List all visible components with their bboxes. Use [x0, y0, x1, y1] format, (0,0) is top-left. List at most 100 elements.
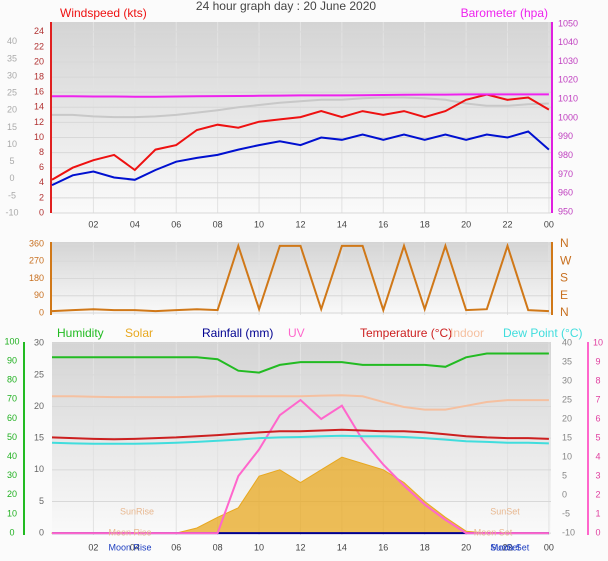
y-tick-label: 24 [34, 26, 44, 36]
x-tick-label: 08 [213, 542, 223, 552]
y-tick-label: -5 [562, 508, 570, 518]
y-tick-label: 1010 [558, 94, 578, 104]
line [51, 130, 550, 187]
y-tick-label: 15 [7, 122, 17, 132]
y-tick-label: 10 [34, 132, 44, 142]
y-tick-label: 0 [39, 527, 44, 537]
y-tick-label: 30 [7, 470, 17, 480]
x-tick-label: 00 [544, 219, 554, 229]
y-tick-label: 25 [562, 395, 572, 405]
line [52, 398, 549, 535]
annotation: Moon Set [491, 542, 530, 552]
y-tick-label: 7 [595, 394, 600, 404]
legend-label: Indoor [450, 326, 484, 340]
y-tick-label: 15 [562, 432, 572, 442]
y-tick-label: S [560, 271, 568, 285]
x-tick-label: 14 [337, 219, 347, 229]
y-tick-label: -10 [5, 207, 18, 217]
legend-label: Solar [125, 326, 153, 340]
line [52, 93, 549, 98]
y-tick-label: 35 [562, 357, 572, 367]
y-tick-label: 70 [7, 394, 17, 404]
y-tick-label: 25 [7, 88, 17, 98]
legend-label: Dew Point (°C) [503, 326, 582, 340]
y-tick-label: 0 [562, 489, 567, 499]
y-tick-label: 10 [593, 337, 603, 347]
legend-label: UV [288, 326, 305, 340]
y-tick-label: 5 [9, 156, 14, 166]
y-tick-label: 1050 [558, 18, 578, 28]
y-tick-label: 100 [4, 336, 19, 346]
y-tick-label: 40 [562, 338, 572, 348]
y-tick-label: 3 [595, 470, 600, 480]
y-tick-label: 270 [29, 256, 44, 266]
x-tick-label: 20 [461, 542, 471, 552]
y-tick-label: 25 [34, 369, 44, 379]
y-tick-label: 0 [39, 307, 44, 317]
y-tick-label: W [560, 253, 572, 267]
y-tick-label: 950 [558, 206, 573, 216]
x-tick-label: 18 [420, 542, 430, 552]
y-tick-label: 0 [9, 173, 14, 183]
y-tick-label: 1000 [558, 112, 578, 122]
y-tick-label: 180 [29, 273, 44, 283]
y-tick-label: 8 [595, 375, 600, 385]
annotation: Moon Set [474, 527, 513, 537]
y-tick-label: N [560, 236, 569, 250]
line [52, 96, 549, 119]
x-tick-label: 22 [503, 542, 513, 552]
y-tick-label: 40 [7, 451, 17, 461]
y-tick-label: 5 [595, 432, 600, 442]
y-tick-label: 20 [34, 401, 44, 411]
y-tick-label: 960 [558, 188, 573, 198]
line [51, 242, 549, 314]
y-tick-label: 10 [7, 139, 17, 149]
y-tick-label: E [560, 288, 568, 302]
y-tick-label: 20 [562, 413, 572, 423]
y-tick-label: 4 [39, 177, 44, 187]
x-tick-label: 02 [88, 219, 98, 229]
y-tick-label: 30 [34, 338, 44, 348]
annotation: Moon Rise [108, 527, 151, 537]
y-tick-label: 1 [595, 508, 600, 518]
annotation: Moon Rise [108, 542, 151, 552]
y-tick-label: 15 [34, 433, 44, 443]
legend-label: Temperature (°C) [360, 326, 452, 340]
line [52, 394, 549, 411]
y-tick-label: 970 [558, 169, 573, 179]
y-tick-label: 5 [562, 470, 567, 480]
x-tick-label: 06 [171, 542, 181, 552]
x-tick-label: 00 [544, 542, 554, 552]
y-tick-label: 2 [39, 192, 44, 202]
y-tick-label: 90 [7, 355, 17, 365]
x-tick-label: 02 [88, 542, 98, 552]
x-tick-label: 08 [213, 219, 223, 229]
annotation: SunSet [490, 506, 520, 516]
y-tick-label: 1020 [558, 75, 578, 85]
y-tick-label: 20 [7, 489, 17, 499]
y-tick-label: 90 [34, 290, 44, 300]
y-tick-label: 2 [595, 489, 600, 499]
y-tick-label: 4 [595, 451, 600, 461]
y-tick-label: 14 [34, 102, 44, 112]
line [51, 434, 549, 445]
x-tick-label: 18 [420, 219, 430, 229]
y-tick-label: 30 [7, 70, 17, 80]
x-tick-label: 16 [378, 219, 388, 229]
y-tick-label: 980 [558, 150, 573, 160]
y-tick-label: 990 [558, 131, 573, 141]
x-tick-label: 16 [378, 542, 388, 552]
x-tick-label: 10 [254, 219, 264, 229]
line [51, 428, 549, 441]
y-tick-label: 80 [7, 375, 17, 385]
legend-label: Windspeed (kts) [60, 6, 147, 20]
y-tick-label: 22 [34, 41, 44, 51]
x-tick-label: 22 [503, 219, 513, 229]
y-tick-label: 20 [7, 105, 17, 115]
x-tick-label: 12 [295, 219, 305, 229]
y-tick-label: N [560, 305, 569, 319]
x-tick-label: 04 [130, 219, 140, 229]
y-tick-label: 12 [34, 117, 44, 127]
y-tick-label: 50 [7, 432, 17, 442]
line [52, 352, 549, 374]
